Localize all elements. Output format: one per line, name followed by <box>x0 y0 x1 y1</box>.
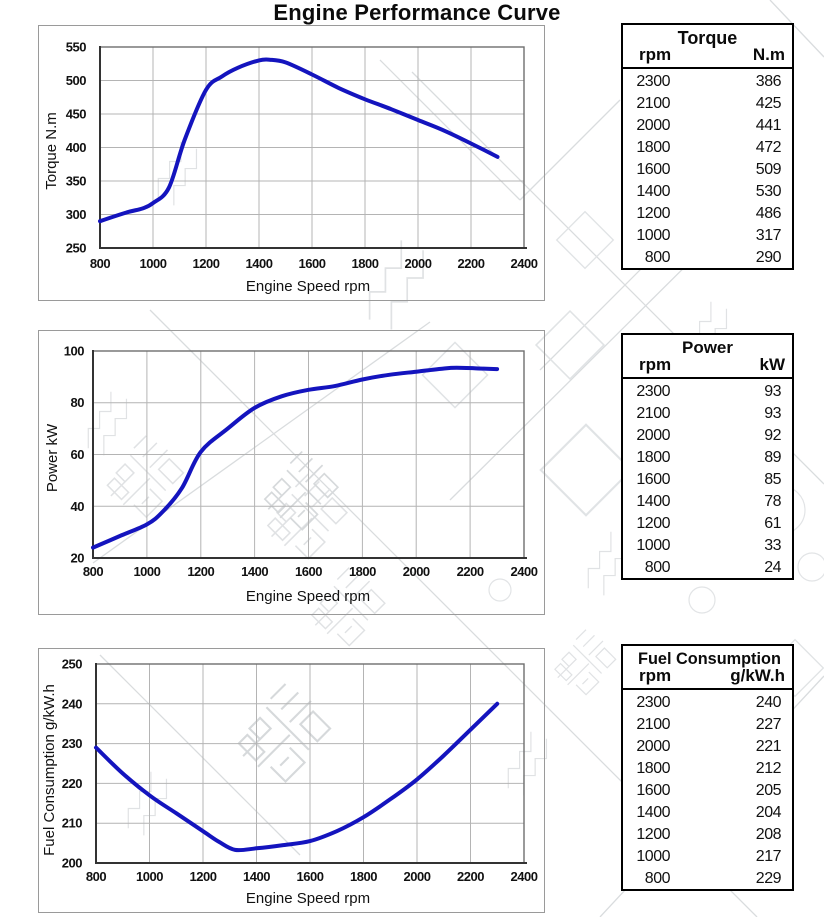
svg-text:2000: 2000 <box>405 256 432 271</box>
svg-text:400: 400 <box>66 140 86 155</box>
svg-text:1800: 1800 <box>350 869 377 884</box>
svg-text:Engine Speed rpm: Engine Speed rpm <box>246 278 370 295</box>
svg-text:Engine Speed rpm: Engine Speed rpm <box>246 890 370 907</box>
svg-text:450: 450 <box>66 107 86 122</box>
svg-text:240: 240 <box>62 696 82 711</box>
svg-text:2400: 2400 <box>511 869 538 884</box>
svg-text:1400: 1400 <box>241 564 268 579</box>
svg-text:1000: 1000 <box>140 256 167 271</box>
svg-text:60: 60 <box>71 447 85 462</box>
svg-text:1200: 1200 <box>193 256 220 271</box>
svg-text:1800: 1800 <box>352 256 379 271</box>
svg-text:1200: 1200 <box>190 869 217 884</box>
svg-text:500: 500 <box>66 73 86 88</box>
svg-text:800: 800 <box>83 564 103 579</box>
svg-text:80: 80 <box>71 395 85 410</box>
svg-text:350: 350 <box>66 174 86 189</box>
svg-text:2200: 2200 <box>457 869 484 884</box>
svg-text:1000: 1000 <box>133 564 160 579</box>
svg-text:1200: 1200 <box>187 564 214 579</box>
svg-text:20: 20 <box>71 551 85 566</box>
svg-text:1600: 1600 <box>299 256 326 271</box>
svg-text:Fuel Consumption g/kW.h: Fuel Consumption g/kW.h <box>41 684 58 856</box>
svg-text:1400: 1400 <box>246 256 273 271</box>
svg-text:Power kW: Power kW <box>44 423 61 492</box>
svg-text:230: 230 <box>62 736 82 751</box>
svg-text:250: 250 <box>62 657 82 672</box>
svg-text:2000: 2000 <box>404 869 431 884</box>
svg-text:1800: 1800 <box>349 564 376 579</box>
svg-text:40: 40 <box>71 499 85 514</box>
svg-text:200: 200 <box>62 856 82 871</box>
svg-text:800: 800 <box>90 256 110 271</box>
svg-text:1000: 1000 <box>136 869 163 884</box>
svg-text:2200: 2200 <box>458 256 485 271</box>
svg-text:250: 250 <box>66 241 86 256</box>
svg-text:210: 210 <box>62 816 82 831</box>
svg-text:2400: 2400 <box>511 564 538 579</box>
svg-text:Engine Speed rpm: Engine Speed rpm <box>246 588 370 605</box>
svg-text:800: 800 <box>86 869 106 884</box>
svg-text:Torque N.m: Torque N.m <box>43 112 60 190</box>
svg-text:1600: 1600 <box>297 869 324 884</box>
svg-text:220: 220 <box>62 776 82 791</box>
svg-text:1400: 1400 <box>243 869 270 884</box>
svg-text:2400: 2400 <box>511 256 538 271</box>
svg-text:100: 100 <box>64 344 84 359</box>
svg-text:2000: 2000 <box>403 564 430 579</box>
svg-text:2200: 2200 <box>457 564 484 579</box>
svg-text:550: 550 <box>66 40 86 55</box>
svg-text:300: 300 <box>66 207 86 222</box>
svg-text:1600: 1600 <box>295 564 322 579</box>
